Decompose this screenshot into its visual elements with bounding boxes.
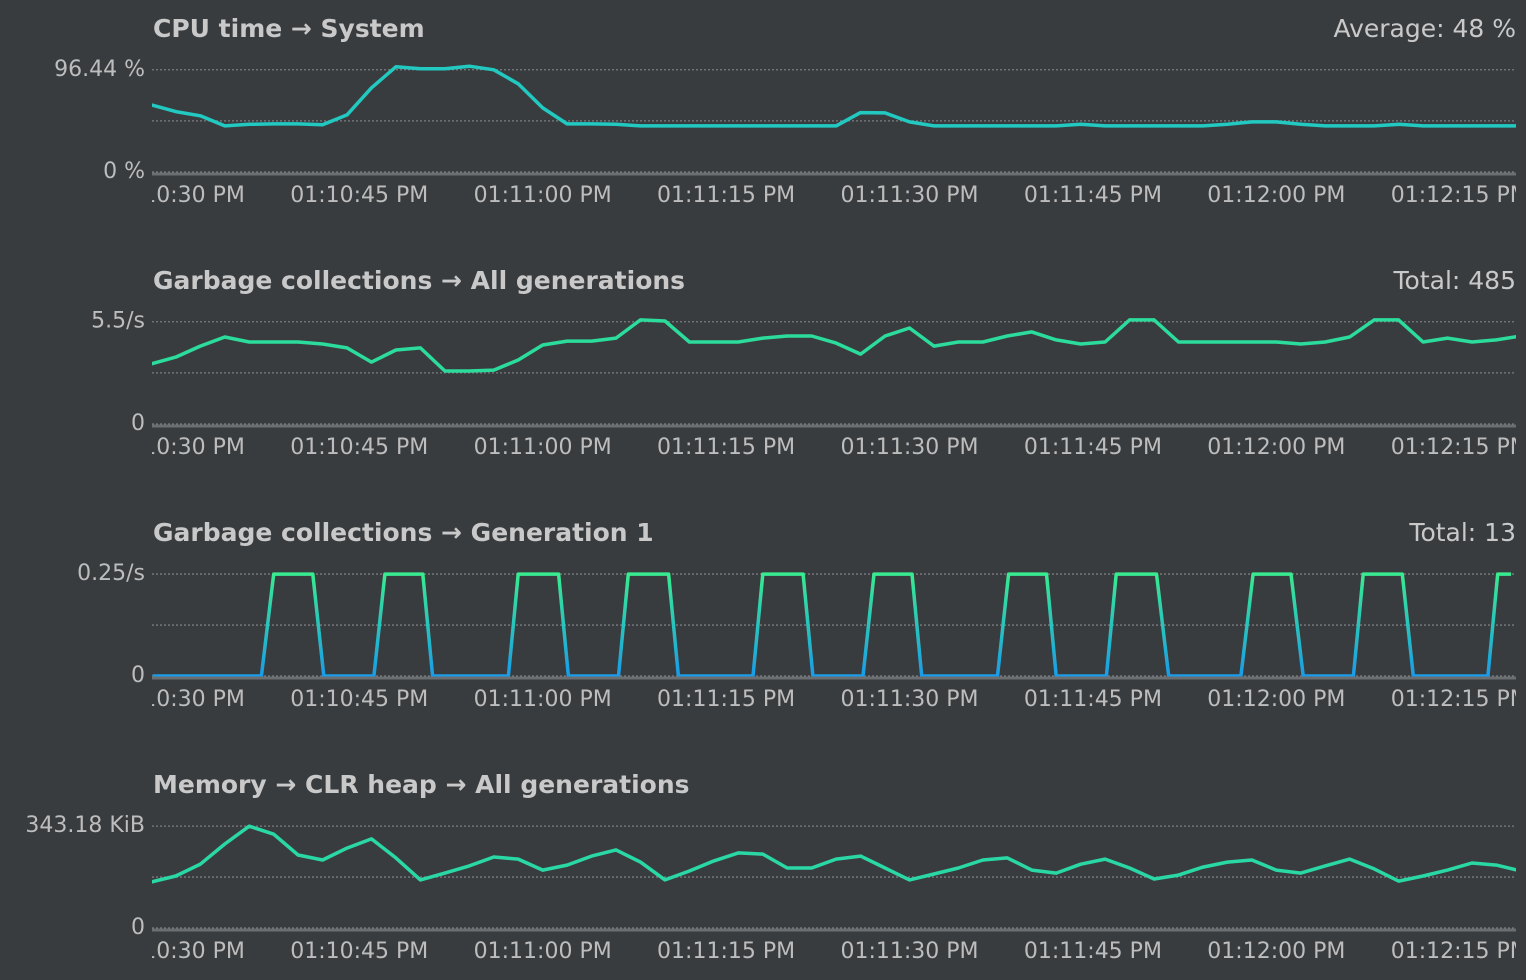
x-tick-label: 01:11:30 PM [840,687,978,712]
y-tick-label: 0.25/s [77,561,145,586]
x-tick-label: 01:11:00 PM [474,183,612,208]
x-tick-label: 01:11:45 PM [1024,183,1162,208]
x-tick-label: 01:11:00 PM [474,939,612,964]
y-tick-label: 5.5/s [91,309,145,334]
panel-title: Memory → CLR heap → All generations [153,770,690,799]
x-tick-label: 01:11:45 PM [1024,939,1162,964]
x-tick-label: 01:10:30 PM [107,939,245,964]
x-tick-label: 01:10:30 PM [107,183,245,208]
x-tick-label: 01:11:45 PM [1024,435,1162,460]
x-axis-labels: 01:10:30 PM 01:10:45 PM 01:11:00 PM 01:11:1… [107,939,1526,964]
series-line [152,64,1516,128]
series-line [152,572,1512,678]
x-tick-label: 01:10:30 PM [107,435,245,460]
y-tick-label: 0 % [103,159,145,184]
x-tick-label: 01:11:00 PM [474,687,612,712]
panel-summary: Total: 13 [1408,518,1516,547]
x-axis-labels: 01:10:30 PM 01:10:45 PM 01:11:00 PM 01:11:1… [107,183,1526,208]
y-tick-label: 0 [131,411,145,436]
x-axis-labels: 01:10:30 PM 01:10:45 PM 01:11:00 PM 01:11:1… [107,687,1526,712]
x-tick-label: 01:12:15 PM [1391,435,1526,460]
x-tick-label: 01:10:45 PM [290,687,428,712]
x-tick-label: 01:12:15 PM [1391,939,1526,964]
x-tick-label: 01:11:00 PM [474,435,612,460]
x-tick-label: 01:11:45 PM [1024,687,1162,712]
x-tick-label: 01:10:30 PM [107,687,245,712]
y-tick-label: 96.44 % [54,57,145,82]
x-tick-label: 01:11:30 PM [840,939,978,964]
panel: Memory → CLR heap → All generations 0 343.… [25,770,1526,964]
x-tick-label: 01:12:00 PM [1207,687,1345,712]
x-tick-label: 01:11:15 PM [657,435,795,460]
x-tick-label: 01:11:30 PM [840,183,978,208]
panel-title: CPU time → System [153,14,425,43]
x-tick-label: 01:11:15 PM [657,939,795,964]
panel-summary: Average: 48 % [1333,14,1516,43]
x-tick-label: 01:12:00 PM [1207,939,1345,964]
series-line [152,318,1516,373]
x-tick-label: 01:11:15 PM [657,687,795,712]
y-tick-label: 0 [131,915,145,940]
panel: Garbage collections → Generation 1 Total:… [77,518,1526,712]
x-tick-label: 01:11:15 PM [657,183,795,208]
series-line [152,824,1516,884]
panel: Garbage collections → All generations Tot… [91,266,1526,460]
x-tick-label: 01:10:45 PM [290,435,428,460]
panel: CPU time → System Average: 48 % 0 % 96.44 %… [54,14,1526,208]
panel-title: Garbage collections → All generations [153,266,685,295]
x-tick-label: 01:12:00 PM [1207,435,1345,460]
x-tick-label: 01:12:15 PM [1391,687,1526,712]
x-axis-labels: 01:10:30 PM 01:10:45 PM 01:11:00 PM 01:11:1… [107,435,1526,460]
x-tick-label: 01:12:15 PM [1391,183,1526,208]
y-tick-label: 343.18 KiB [25,813,145,838]
x-tick-label: 01:10:45 PM [290,183,428,208]
x-tick-label: 01:12:00 PM [1207,183,1345,208]
panel-title: Garbage collections → Generation 1 [153,518,654,547]
y-tick-label: 0 [131,663,145,688]
x-tick-label: 01:11:30 PM [840,435,978,460]
panel-summary: Total: 485 [1393,266,1516,295]
x-tick-label: 01:10:45 PM [290,939,428,964]
